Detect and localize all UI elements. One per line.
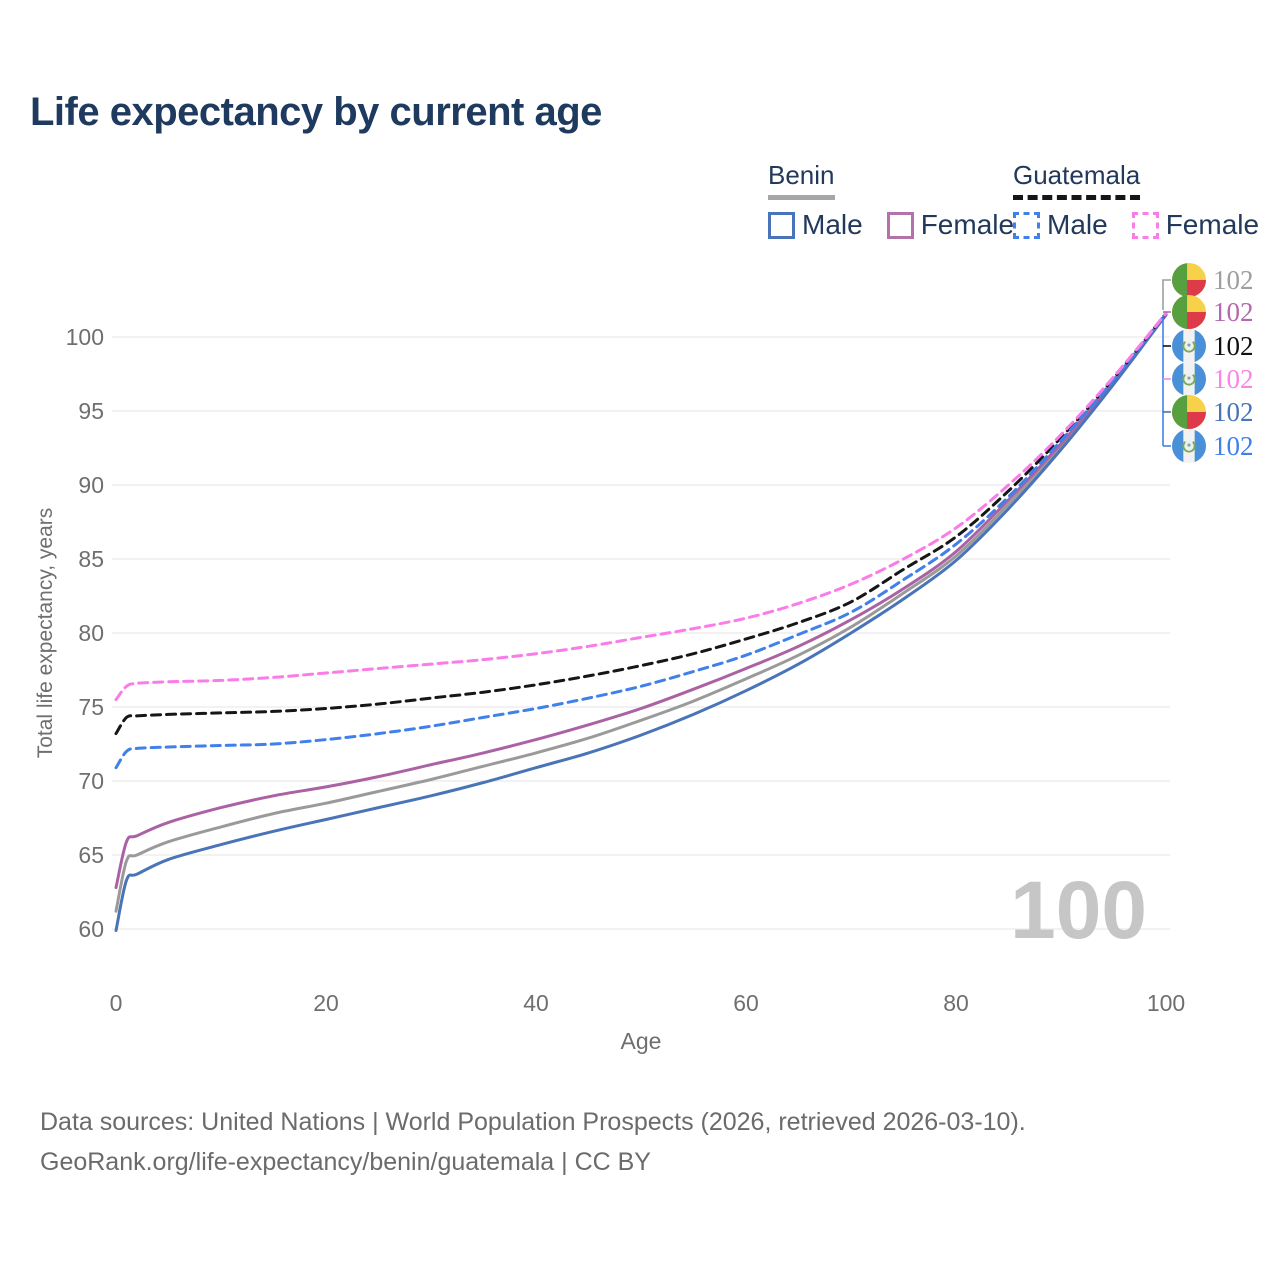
series-line-guatemala-both-sexes[interactable] (114, 311, 1168, 736)
guatemala-flag-icon (1172, 362, 1206, 396)
legend-item-benin-male[interactable]: Male (768, 209, 863, 241)
series-line-guatemala-male[interactable] (114, 311, 1168, 770)
end-label-row-benin: 102 (1172, 295, 1254, 329)
end-label-value: 102 (1213, 430, 1254, 461)
y-tick-label: 95 (78, 398, 104, 424)
benin-male-swatch-icon (768, 211, 795, 239)
guatemala-male-swatch-icon (1013, 211, 1040, 239)
legend-item-guatemala-male[interactable]: Male (1013, 209, 1108, 241)
x-axis-title: Age (620, 1028, 662, 1054)
end-label-row-guatemala: 102 (1172, 329, 1254, 363)
end-label-value: 102 (1213, 396, 1254, 427)
x-tick-label: 0 (110, 990, 123, 1016)
y-tick-label: 100 (66, 324, 104, 350)
legend-item-guatemala-female[interactable]: Female (1131, 209, 1260, 241)
series-line-benin-male[interactable] (114, 313, 1168, 932)
x-tick-label: 20 (313, 990, 339, 1016)
legend-item-label: Male (1047, 209, 1108, 240)
footer-attribution: GeoRank.org/life-expectancy/benin/guatem… (40, 1148, 651, 1176)
series-line-benin-female[interactable] (114, 313, 1168, 890)
end-label-value: 102 (1213, 363, 1254, 394)
age-watermark: 100 (1010, 865, 1147, 956)
guatemala-flag-icon (1172, 329, 1206, 363)
legend-country-guatemala: Guatemala (1013, 160, 1141, 200)
y-tick-label: 80 (78, 620, 104, 646)
guatemala-flag-icon (1172, 429, 1206, 463)
benin-flag-icon (1172, 395, 1206, 429)
y-axis-title: Total life expectancy, years (34, 507, 57, 759)
legend-item-benin-female[interactable]: Female (886, 209, 1015, 241)
legend-country-benin: Benin (768, 160, 835, 200)
y-tick-label: 60 (78, 916, 104, 942)
series-line-benin-both-sexes[interactable] (114, 313, 1168, 913)
x-tick-label: 60 (733, 990, 759, 1016)
end-label-value: 102 (1213, 264, 1254, 295)
page-title: Life expectancy by current age (30, 90, 602, 134)
y-tick-label: 90 (78, 472, 104, 498)
guatemala-female-swatch-icon (1131, 211, 1159, 239)
end-label-row-benin: 102 (1172, 263, 1254, 297)
benin-female-swatch-icon (886, 211, 914, 239)
end-label-row-guatemala: 102 (1172, 429, 1254, 463)
x-tick-label: 40 (523, 990, 549, 1016)
x-tick-label: 80 (943, 990, 969, 1016)
series-line-guatemala-female[interactable] (114, 311, 1168, 702)
legend-group-guatemala: Guatemala Male Female (1013, 160, 1259, 241)
benin-flag-icon (1172, 295, 1206, 329)
legend-item-label: Female (1165, 209, 1260, 240)
x-tick-label: 100 (1147, 990, 1185, 1016)
end-label-row-benin: 102 (1172, 395, 1254, 429)
end-label-value: 102 (1213, 296, 1254, 327)
legend-item-label: Female (920, 209, 1015, 240)
benin-flag-icon (1172, 263, 1206, 297)
y-tick-label: 85 (78, 546, 104, 572)
y-tick-label: 70 (78, 768, 104, 794)
y-tick-label: 65 (78, 842, 104, 868)
end-label-value: 102 (1213, 330, 1254, 361)
end-label-connector (1162, 279, 1171, 310)
y-tick-label: 75 (78, 694, 104, 720)
end-label-row-guatemala: 102 (1172, 362, 1254, 396)
footer-data-sources: Data sources: United Nations | World Pop… (40, 1108, 1026, 1136)
legend-group-benin: Benin Male Female (768, 160, 1014, 241)
legend-item-label: Male (802, 209, 863, 240)
